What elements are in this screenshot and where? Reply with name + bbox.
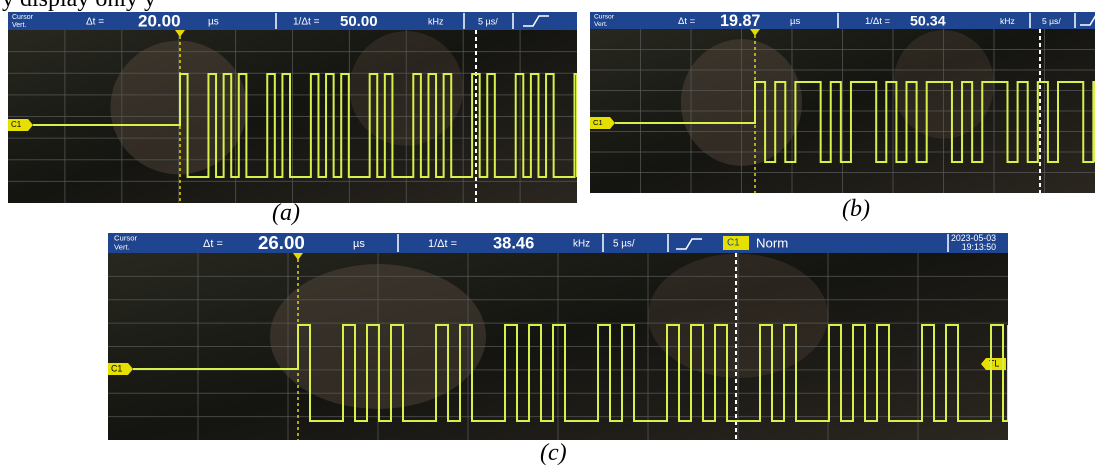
trigger-level: TL [989,358,999,368]
cursor-mode: Vert. [594,21,608,28]
delta-label: Δt = [678,16,696,27]
inv-unit: kHz [573,239,590,250]
trigger-pointer [175,30,185,37]
date: 2023-05-03 [951,233,996,243]
trigger-mode: Norm [756,235,788,250]
top-text: y display only y [2,0,156,13]
inv-label: 1/Δt = [865,16,891,27]
cursor-label: Cursor [594,13,615,20]
cursor-mode: Vert. [114,243,130,252]
channel-marker [8,119,33,131]
delta-value: 19.87 [720,12,760,30]
header-bar [108,233,1008,253]
cursor-label: Cursor [114,234,138,243]
trigger-icon [523,15,549,27]
channel-label: C1 [111,363,122,373]
channel-marker [108,363,133,375]
delta-label: Δt = [86,17,104,28]
channel-label: C1 [11,120,22,129]
inv-label: 1/Δt = [428,238,457,250]
timebase: 5 µs/ [1042,16,1061,26]
delta-value: 20.00 [138,12,181,30]
timebase: 5 µs/ [613,239,635,250]
inv-value: 50.00 [340,13,378,30]
timebase: 5 µs/ [478,16,498,26]
trigger-channel-box [723,236,749,250]
caption: (b) [842,196,870,222]
trigger-icon [1080,15,1095,26]
channel-marker [590,117,615,129]
inv-label: 1/Δt = [293,17,320,28]
inv-unit: kHz [1000,16,1015,26]
caption: (c) [540,440,567,466]
cursor-mode: Vert. [12,22,26,29]
delta-label: Δt = [203,238,223,250]
cursor-label: Cursor [12,14,34,21]
delta-value: 26.00 [258,233,305,253]
level-marker [981,358,1006,370]
inv-value: 38.46 [493,234,534,252]
delta-unit: µs [790,16,800,27]
trigger-channel: C1 [727,238,740,249]
header-bar [8,12,577,30]
caption: (a) [272,200,300,226]
channel-label: C1 [593,118,603,127]
header-bar [590,12,1095,29]
waveform [33,73,577,178]
trigger-pointer [293,253,303,260]
trigger-icon [676,238,702,250]
trigger-pointer [750,29,760,36]
inv-value: 50.34 [910,13,946,29]
waveform [615,81,1095,163]
waveform [133,324,1008,422]
inv-unit: kHz [428,16,444,26]
time: 19:13:50 [962,242,996,252]
delta-unit: µs [353,238,365,250]
delta-unit: µs [208,17,219,28]
